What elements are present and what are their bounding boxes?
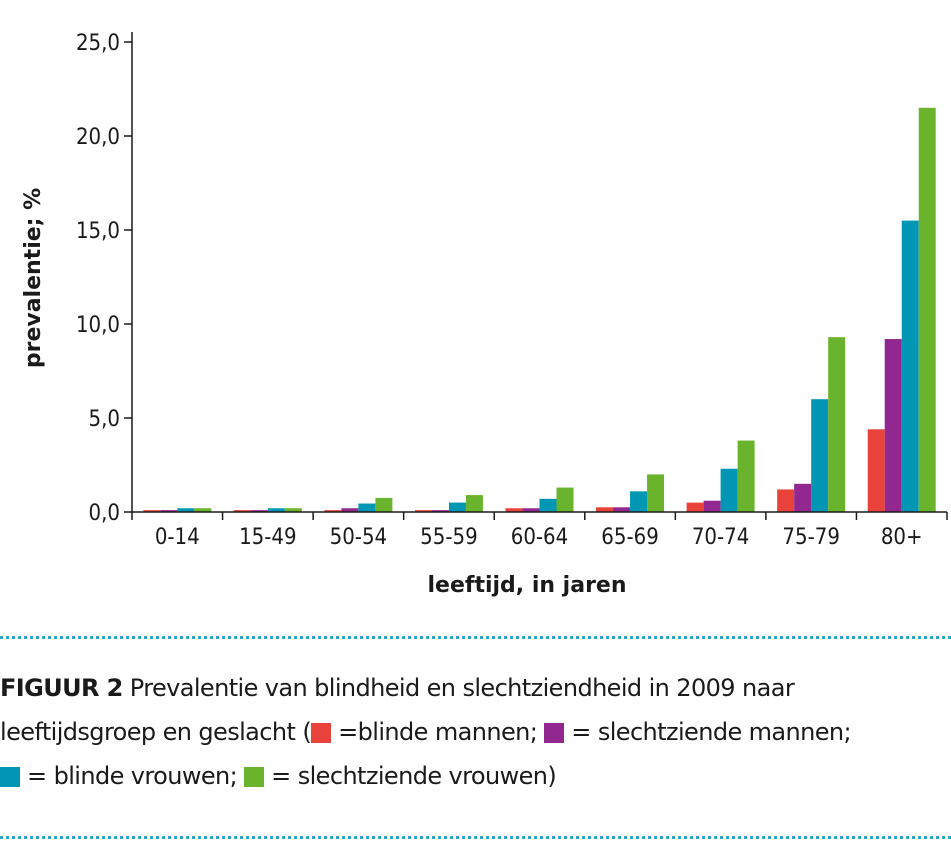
divider-top [0, 636, 951, 639]
bar-s1-0-14 [160, 510, 178, 512]
bar-s3-70-74 [737, 440, 755, 512]
legend-label-blinde-mannen: =blinde mannen; [338, 718, 538, 746]
bar-s0-50-54 [324, 510, 342, 512]
caption-line-1: FIGUUR 2 Prevalentie van blindheid en sl… [0, 666, 940, 710]
caption-line-3: = blinde vrouwen; = slechtziende vrouwen… [0, 754, 940, 798]
bar-s1-80+ [884, 339, 902, 512]
bar-s2-70-74 [720, 468, 738, 512]
x-tick-label: 50-54 [330, 525, 388, 550]
bar-s2-15-49 [267, 508, 285, 512]
y-tick-label: 20,0 [76, 125, 120, 150]
bar-s3-65-69 [647, 474, 665, 512]
y-tick-label: 15,0 [76, 219, 120, 244]
bar-s3-50-54 [375, 497, 393, 512]
legend-label-slechtziende-vrouwen: = slechtziende vrouwen) [271, 762, 557, 790]
x-tick-label: 75-79 [782, 525, 840, 550]
figure-caption: FIGUUR 2 Prevalentie van blindheid en sl… [0, 666, 940, 798]
bar-s0-75-79 [777, 489, 795, 512]
x-tick-label: 0-14 [155, 525, 200, 550]
bar-s0-80+ [867, 429, 885, 512]
axes-layer: 0,0 5,0 10,0 15,0 20,0 25,0 0-14 15-49 50-54 55-5… [76, 31, 948, 550]
legend-swatch-slechtziende-mannen [544, 723, 565, 743]
bar-s1-60-64 [522, 508, 540, 512]
legend-label-slechtziende-mannen: = slechtziende mannen; [571, 718, 852, 746]
caption-line-2: leeftijdsgroep en geslacht ( =blinde man… [0, 710, 940, 754]
y-tick-label: 25,0 [76, 31, 120, 56]
y-tick-label: 5,0 [89, 407, 120, 432]
caption-text-1: Prevalentie van blindheid en slechtziend… [129, 674, 795, 702]
bar-s2-50-54 [358, 503, 376, 512]
x-tick-label: 65-69 [601, 525, 659, 550]
legend-label-blinde-vrouwen: = blinde vrouwen; [27, 762, 238, 790]
bar-s2-60-64 [539, 498, 557, 512]
bar-chart: 0,0 5,0 10,0 15,0 20,0 25,0 0-14 15-49 50-54 55-5… [21, 31, 948, 598]
bar-s0-55-59 [414, 510, 432, 512]
x-tick-label: 70-74 [692, 525, 750, 550]
caption-label: FIGUUR 2 [0, 674, 123, 702]
bar-s2-80+ [901, 220, 919, 512]
bar-s2-0-14 [177, 508, 195, 512]
bar-s1-70-74 [703, 500, 721, 512]
x-tick-label: 80+ [881, 525, 923, 550]
bar-s1-75-79 [794, 483, 812, 512]
y-tick-label: 10,0 [76, 313, 120, 338]
bar-s3-75-79 [828, 337, 846, 512]
x-axis-title: leeftijd, in jaren [428, 573, 627, 598]
legend-swatch-slechtziende-vrouwen [244, 767, 265, 787]
bar-s3-60-64 [556, 487, 574, 512]
bar-s2-55-59 [448, 502, 466, 512]
legend-swatch-blinde-vrouwen [0, 767, 20, 787]
bar-s0-15-49 [233, 510, 251, 512]
bar-s2-75-79 [811, 399, 829, 512]
bars-layer [143, 107, 936, 513]
bar-s0-65-69 [596, 507, 614, 512]
bar-s3-80+ [918, 107, 936, 513]
bar-s1-50-54 [341, 508, 359, 512]
bar-s1-65-69 [613, 507, 631, 512]
caption-text-2: leeftijdsgroep en geslacht ( [0, 718, 312, 746]
y-tick-label: 0,0 [89, 501, 120, 526]
bar-s0-60-64 [505, 508, 523, 512]
bar-s2-65-69 [630, 491, 648, 512]
x-tick-label: 55-59 [420, 525, 478, 550]
bar-s0-0-14 [143, 510, 161, 512]
bar-s3-55-59 [465, 495, 483, 512]
legend-swatch-blinde-mannen [311, 723, 332, 743]
bar-s1-55-59 [431, 510, 449, 512]
divider-bottom [0, 836, 951, 839]
bar-s3-15-49 [284, 508, 302, 512]
y-axis-title: prevalentie; % [21, 188, 46, 368]
x-tick-label: 60-64 [511, 525, 569, 550]
x-tick-label: 15-49 [239, 525, 297, 550]
bar-s0-70-74 [686, 502, 704, 512]
bar-s1-15-49 [250, 510, 268, 512]
bar-s3-0-14 [194, 508, 212, 512]
